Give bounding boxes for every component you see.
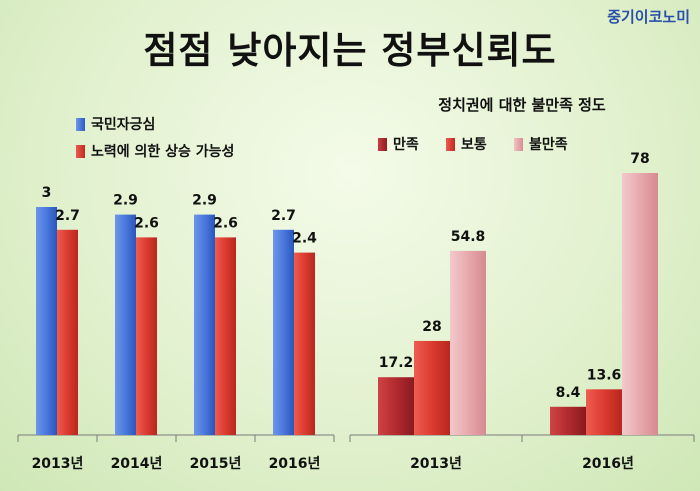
legend-swatch-dissatisfied [514, 137, 523, 151]
left-category-label: 2015년 [190, 456, 242, 472]
page-title: 점점 낮아지는 정부신뢰도 [143, 29, 557, 72]
right-data-label: 8.4 [556, 385, 581, 401]
legend-item-pride: 국민자긍심 [76, 114, 155, 134]
legend-item-satisfied: 만족 [378, 134, 419, 154]
right-bar [450, 250, 486, 435]
right-category-label: 2013년 [410, 456, 462, 472]
brand-logo: 중기이코노미 [607, 8, 690, 26]
right-data-label: 13.6 [587, 367, 622, 383]
right-bar [586, 389, 622, 435]
left-data-label: 2.7 [271, 208, 296, 224]
left-bar [215, 237, 236, 435]
left-chart: 32.72013년2.92.62014년2.92.62015년2.72.4201… [17, 185, 335, 472]
left-bar [115, 214, 136, 435]
right-bar [378, 377, 414, 435]
left-bar [194, 214, 215, 435]
right-data-label: 78 [630, 151, 649, 167]
right-chart-title: 정치권에 대한 불만족 정도 [438, 96, 606, 114]
left-data-label: 3 [42, 185, 52, 201]
left-data-label: 2.6 [134, 215, 159, 231]
left-data-label: 2.4 [292, 231, 317, 247]
legend-label-satisfied: 만족 [393, 137, 419, 153]
left-data-label: 2.6 [213, 215, 238, 231]
legend-swatch-mobility [76, 144, 85, 158]
legend-label-neutral: 보통 [461, 137, 487, 153]
right-category-label: 2016년 [582, 456, 634, 472]
right-data-label: 28 [422, 319, 441, 335]
legend-swatch-neutral [446, 137, 455, 151]
left-bar [273, 229, 294, 435]
legend-item-mobility: 노력에 의한 상승 가능성 [76, 141, 234, 161]
left-bar [36, 207, 57, 435]
left-bar [294, 252, 315, 435]
left-category-label: 2016년 [269, 456, 321, 472]
right-data-label: 17.2 [379, 355, 414, 371]
legend-label-dissatisfied: 불만족 [529, 137, 568, 153]
right-data-label: 54.8 [451, 229, 486, 245]
right-chart: 17.2 28 54.8 2013년 8.4 13.6 78 2016년 [349, 151, 695, 472]
legend-label-pride: 국민자긍심 [91, 117, 156, 133]
legend-item-dissatisfied: 불만족 [514, 134, 568, 154]
right-bar [622, 173, 658, 435]
left-category-label: 2013년 [32, 456, 84, 472]
left-bar [57, 229, 78, 435]
legend-swatch-satisfied [378, 137, 387, 151]
left-bar [136, 237, 157, 435]
right-bar [550, 406, 586, 435]
legend-label-mobility: 노력에 의한 상승 가능성 [91, 144, 235, 160]
left-data-label: 2.9 [192, 193, 217, 209]
right-bar [414, 340, 450, 435]
legend-item-neutral: 보통 [446, 134, 487, 154]
legend-swatch-pride [76, 117, 85, 131]
left-data-label: 2.7 [55, 208, 80, 224]
left-data-label: 2.9 [113, 193, 138, 209]
left-category-label: 2014년 [111, 456, 163, 472]
